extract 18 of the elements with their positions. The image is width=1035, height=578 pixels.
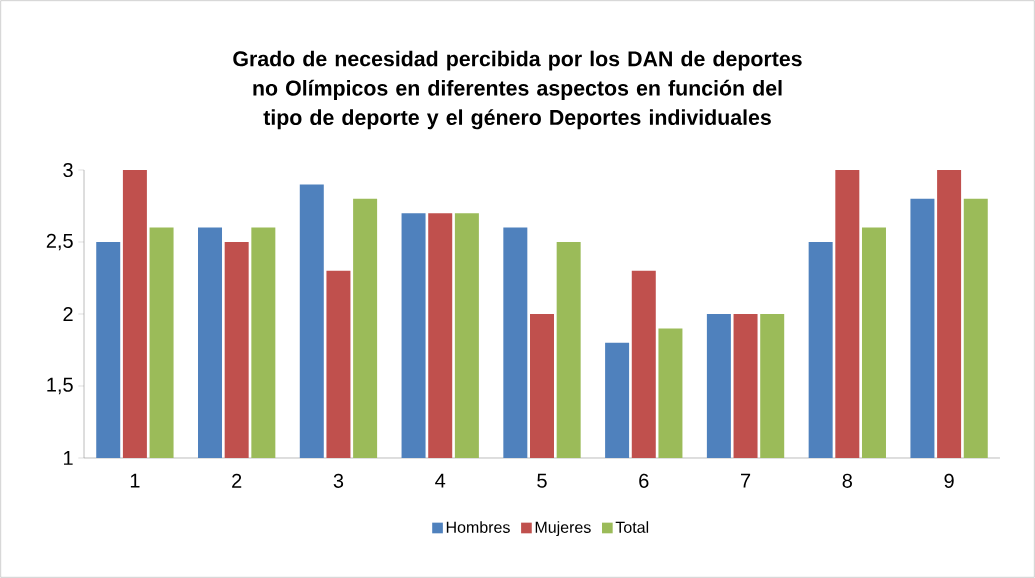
x-tick-label: 8 bbox=[842, 473, 853, 488]
y-tick-label: 1 bbox=[64, 451, 73, 465]
y-tick-label: 2,5 bbox=[46, 233, 73, 251]
legend-label: Mujeres bbox=[535, 521, 591, 537]
chart-title: Grado de necesidad percibida por los DAN de deportes no Olímpicos en diferentes aspectos en función del tipo de deporte y el género Deportes individuales bbox=[233, 50, 802, 130]
x-tick-label: 4 bbox=[435, 473, 446, 488]
legend-label: Hombres bbox=[446, 521, 510, 533]
legend-label: Total bbox=[615, 521, 649, 533]
x-tick-label: 1 bbox=[130, 473, 140, 488]
y-tick-label: 2 bbox=[63, 307, 73, 321]
x-tick-label: 2 bbox=[232, 473, 242, 488]
x-tick-label: 6 bbox=[639, 473, 649, 488]
y-tick-label: 1,5 bbox=[47, 377, 73, 395]
x-tick-label: 7 bbox=[741, 473, 751, 488]
x-tick-label: 5 bbox=[537, 473, 547, 488]
x-tick-label: 9 bbox=[944, 473, 954, 488]
y-tick-label: 3 bbox=[63, 162, 73, 178]
x-tick-label: 3 bbox=[333, 473, 344, 488]
